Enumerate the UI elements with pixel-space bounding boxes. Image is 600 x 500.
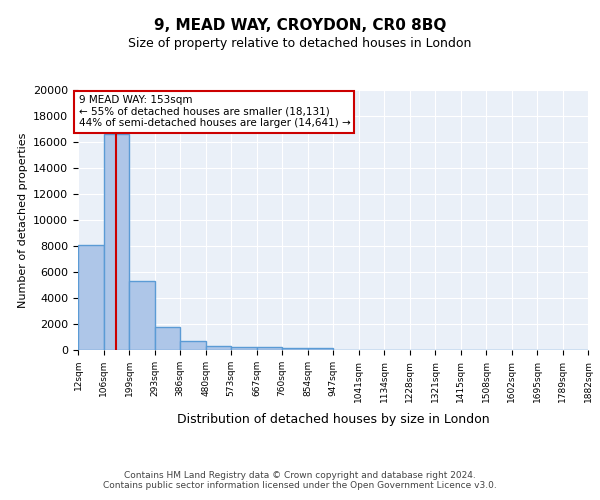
Bar bbox=[206, 346, 231, 350]
Y-axis label: Number of detached properties: Number of detached properties bbox=[17, 132, 28, 308]
Bar bbox=[78, 244, 104, 350]
Bar bbox=[308, 348, 333, 350]
Text: 9 MEAD WAY: 153sqm
← 55% of detached houses are smaller (18,131)
44% of semi-det: 9 MEAD WAY: 153sqm ← 55% of detached hou… bbox=[79, 95, 350, 128]
Text: Contains HM Land Registry data © Crown copyright and database right 2024.
Contai: Contains HM Land Registry data © Crown c… bbox=[103, 470, 497, 490]
Text: Distribution of detached houses by size in London: Distribution of detached houses by size … bbox=[176, 412, 490, 426]
Bar bbox=[231, 347, 257, 350]
Bar bbox=[129, 281, 155, 350]
Text: 9, MEAD WAY, CROYDON, CR0 8BQ: 9, MEAD WAY, CROYDON, CR0 8BQ bbox=[154, 18, 446, 32]
Bar bbox=[257, 348, 282, 350]
Bar bbox=[104, 134, 129, 350]
Bar bbox=[155, 327, 180, 350]
Bar bbox=[282, 348, 308, 350]
Text: Size of property relative to detached houses in London: Size of property relative to detached ho… bbox=[128, 38, 472, 51]
Bar bbox=[180, 341, 206, 350]
